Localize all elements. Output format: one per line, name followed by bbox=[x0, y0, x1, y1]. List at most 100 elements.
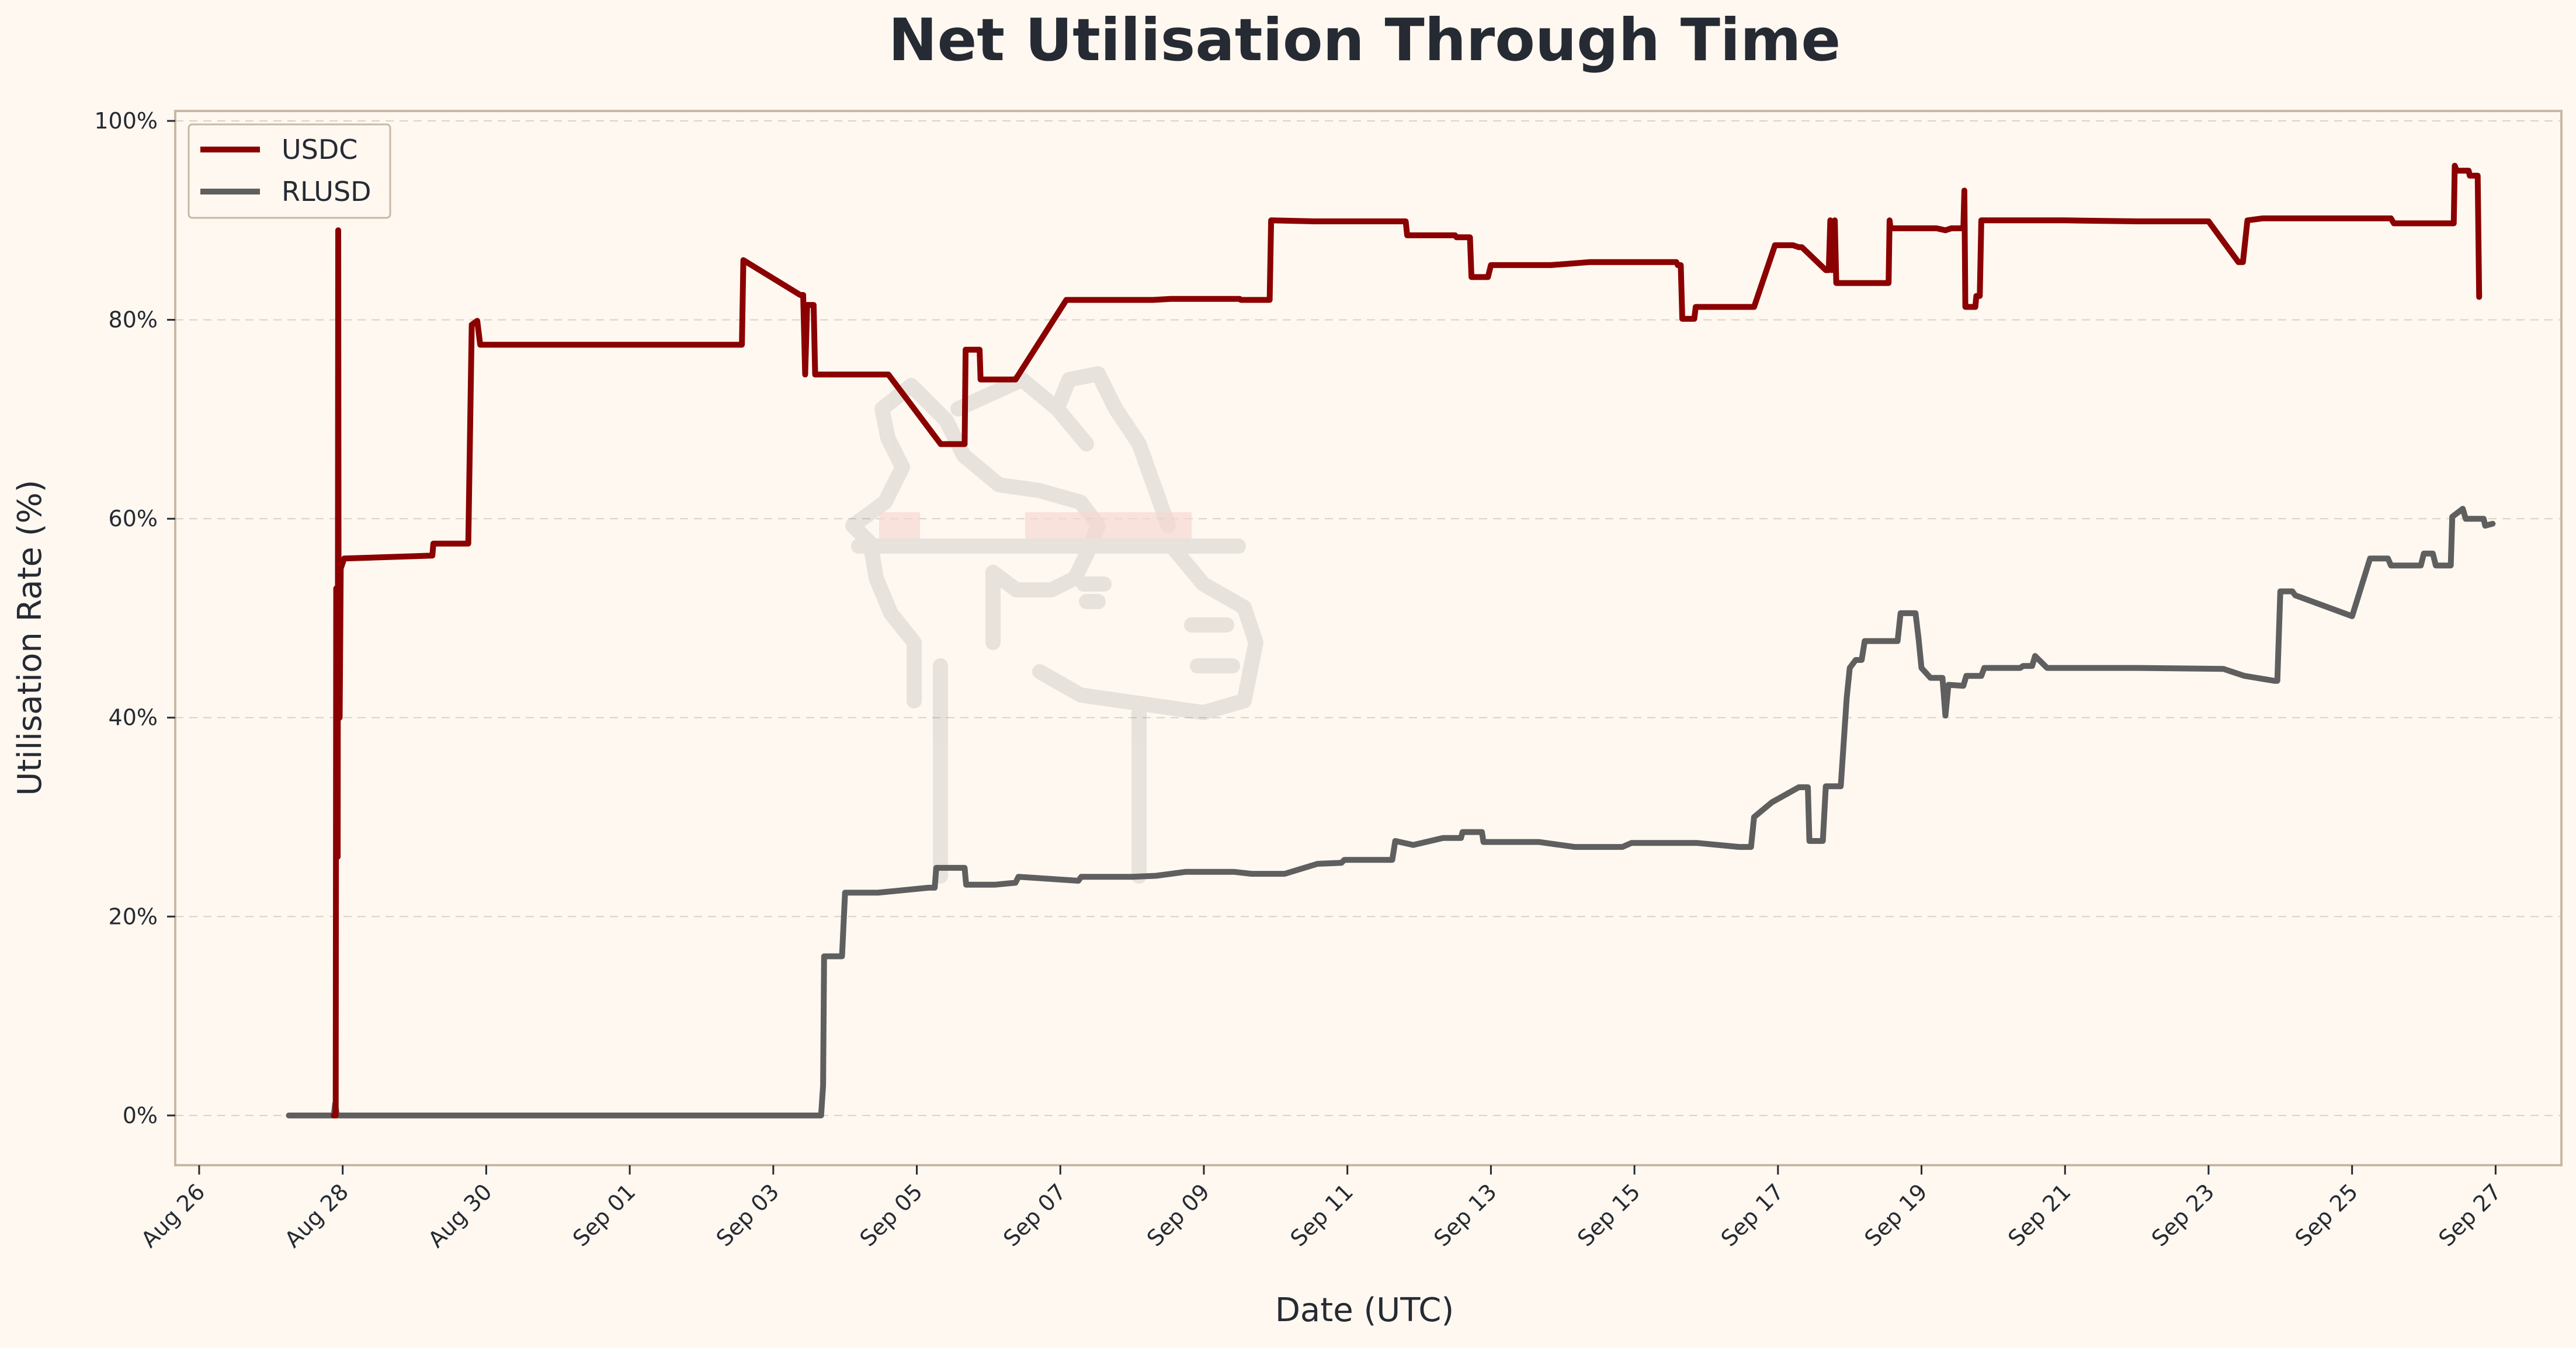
data-point-usdc bbox=[2064, 219, 2067, 222]
data-point-rlusd bbox=[1391, 859, 1394, 861]
data-point-usdc bbox=[1827, 269, 1830, 272]
data-point-rlusd bbox=[2351, 615, 2353, 617]
data-point-rlusd bbox=[1854, 659, 1857, 661]
data-point-usdc bbox=[1824, 269, 1827, 272]
legend-label-usdc: USDC bbox=[282, 134, 357, 165]
data-point-usdc bbox=[1963, 189, 1966, 192]
data-point-rlusd bbox=[1738, 846, 1741, 849]
data-point-rlusd bbox=[1283, 873, 1286, 875]
data-point-rlusd bbox=[1941, 676, 1944, 679]
data-point-rlusd bbox=[1860, 659, 1863, 661]
data-point-rlusd bbox=[2464, 517, 2467, 520]
data-point-usdc bbox=[2246, 219, 2249, 222]
data-point-rlusd bbox=[1131, 875, 1134, 878]
data-point-rlusd bbox=[1482, 840, 1485, 843]
data-point-rlusd bbox=[1412, 843, 1415, 846]
data-point-usdc bbox=[1695, 305, 1697, 308]
data-point-usdc bbox=[2452, 222, 2455, 225]
data-point-usdc bbox=[1950, 227, 1953, 230]
data-point-rlusd bbox=[2369, 557, 2372, 560]
data-point-usdc bbox=[2241, 260, 2244, 263]
data-point-rlusd bbox=[1460, 836, 1463, 839]
data-point-usdc bbox=[939, 443, 942, 446]
data-point-usdc bbox=[2476, 174, 2479, 177]
data-point-usdc bbox=[1681, 317, 1683, 320]
data-point-rlusd bbox=[2462, 508, 2464, 510]
series-usdc bbox=[331, 162, 2483, 1118]
data-point-rlusd bbox=[2243, 675, 2246, 678]
y-tick-label: 80% bbox=[109, 307, 158, 333]
data-point-rlusd bbox=[2291, 590, 2294, 593]
data-point-rlusd bbox=[1394, 839, 1397, 842]
data-point-rlusd bbox=[2279, 590, 2282, 593]
data-point-usdc bbox=[1944, 229, 1947, 232]
data-point-rlusd bbox=[2019, 666, 2022, 669]
y-tick-label: 60% bbox=[109, 506, 158, 531]
data-point-rlusd bbox=[1442, 836, 1445, 839]
data-point-usdc bbox=[1831, 269, 1833, 272]
data-point-rlusd bbox=[933, 886, 936, 889]
plot-area bbox=[174, 110, 2563, 1166]
data-point-usdc bbox=[338, 716, 341, 719]
data-point-usdc bbox=[2478, 296, 2481, 298]
data-point-usdc bbox=[2469, 174, 2471, 177]
data-point-usdc bbox=[1014, 378, 1017, 381]
data-point-usdc bbox=[1588, 260, 1591, 263]
data-point-usdc bbox=[476, 319, 478, 322]
data-point-rlusd bbox=[2034, 655, 2036, 658]
data-point-rlusd bbox=[1630, 842, 1633, 845]
data-point-rlusd bbox=[2390, 564, 2393, 567]
data-point-usdc bbox=[1829, 219, 1832, 222]
data-point-usdc bbox=[1835, 282, 1838, 284]
data-point-rlusd bbox=[1920, 666, 1923, 669]
data-point-usdc bbox=[1487, 276, 1490, 279]
data-point-usdc bbox=[806, 304, 808, 307]
data-point-usdc bbox=[802, 294, 804, 296]
data-point-usdc bbox=[336, 846, 339, 849]
data-point-usdc bbox=[2390, 217, 2393, 220]
data-point-usdc bbox=[1406, 234, 1408, 237]
data-point-usdc bbox=[1975, 294, 1978, 297]
y-axis: 0% 20% 40% 60% 80% 100% bbox=[94, 108, 175, 1128]
data-point-rlusd bbox=[1808, 839, 1811, 842]
data-point-rlusd bbox=[1573, 846, 1576, 849]
data-point-usdc bbox=[814, 373, 817, 376]
data-point-usdc bbox=[1240, 298, 1242, 301]
data-point-rlusd bbox=[1944, 714, 1947, 717]
data-point-usdc bbox=[1797, 246, 1800, 249]
data-point-usdc bbox=[343, 557, 346, 560]
data-point-usdc bbox=[2237, 260, 2240, 263]
data-point-usdc bbox=[1454, 234, 1456, 237]
data-point-usdc bbox=[336, 856, 339, 859]
data-point-rlusd bbox=[2451, 515, 2454, 518]
data-point-usdc bbox=[1455, 236, 1458, 239]
data-point-rlusd bbox=[1185, 870, 1188, 873]
data-point-usdc bbox=[1270, 219, 1273, 222]
data-point-usdc bbox=[1676, 263, 1679, 266]
data-point-rlusd bbox=[2491, 522, 2494, 525]
legend-label-rlusd: RLUSD bbox=[282, 176, 372, 207]
data-point-usdc bbox=[1151, 298, 1154, 301]
data-point-usdc bbox=[1980, 219, 1983, 222]
y-tick-label: 0% bbox=[123, 1103, 158, 1128]
data-point-usdc bbox=[741, 343, 744, 346]
data-point-rlusd bbox=[2422, 552, 2425, 555]
data-point-rlusd bbox=[1899, 612, 1902, 614]
data-point-rlusd bbox=[2419, 564, 2422, 567]
data-point-rlusd bbox=[2222, 668, 2225, 670]
data-point-usdc bbox=[1065, 298, 1068, 301]
y-tick-label: 40% bbox=[109, 705, 158, 731]
watermark-stripe bbox=[1025, 512, 1192, 538]
data-point-usdc bbox=[742, 259, 745, 262]
data-point-rlusd bbox=[928, 886, 930, 889]
data-point-rlusd bbox=[1752, 816, 1755, 818]
data-point-rlusd bbox=[1343, 859, 1346, 861]
data-point-usdc bbox=[1834, 219, 1836, 222]
plot-background bbox=[175, 111, 2561, 1165]
data-point-usdc bbox=[1679, 263, 1682, 266]
data-point-rlusd bbox=[2046, 666, 2049, 669]
data-point-rlusd bbox=[1962, 685, 1965, 687]
data-point-rlusd bbox=[1316, 863, 1319, 865]
data-point-rlusd bbox=[2276, 679, 2279, 682]
data-point-usdc bbox=[431, 554, 434, 557]
